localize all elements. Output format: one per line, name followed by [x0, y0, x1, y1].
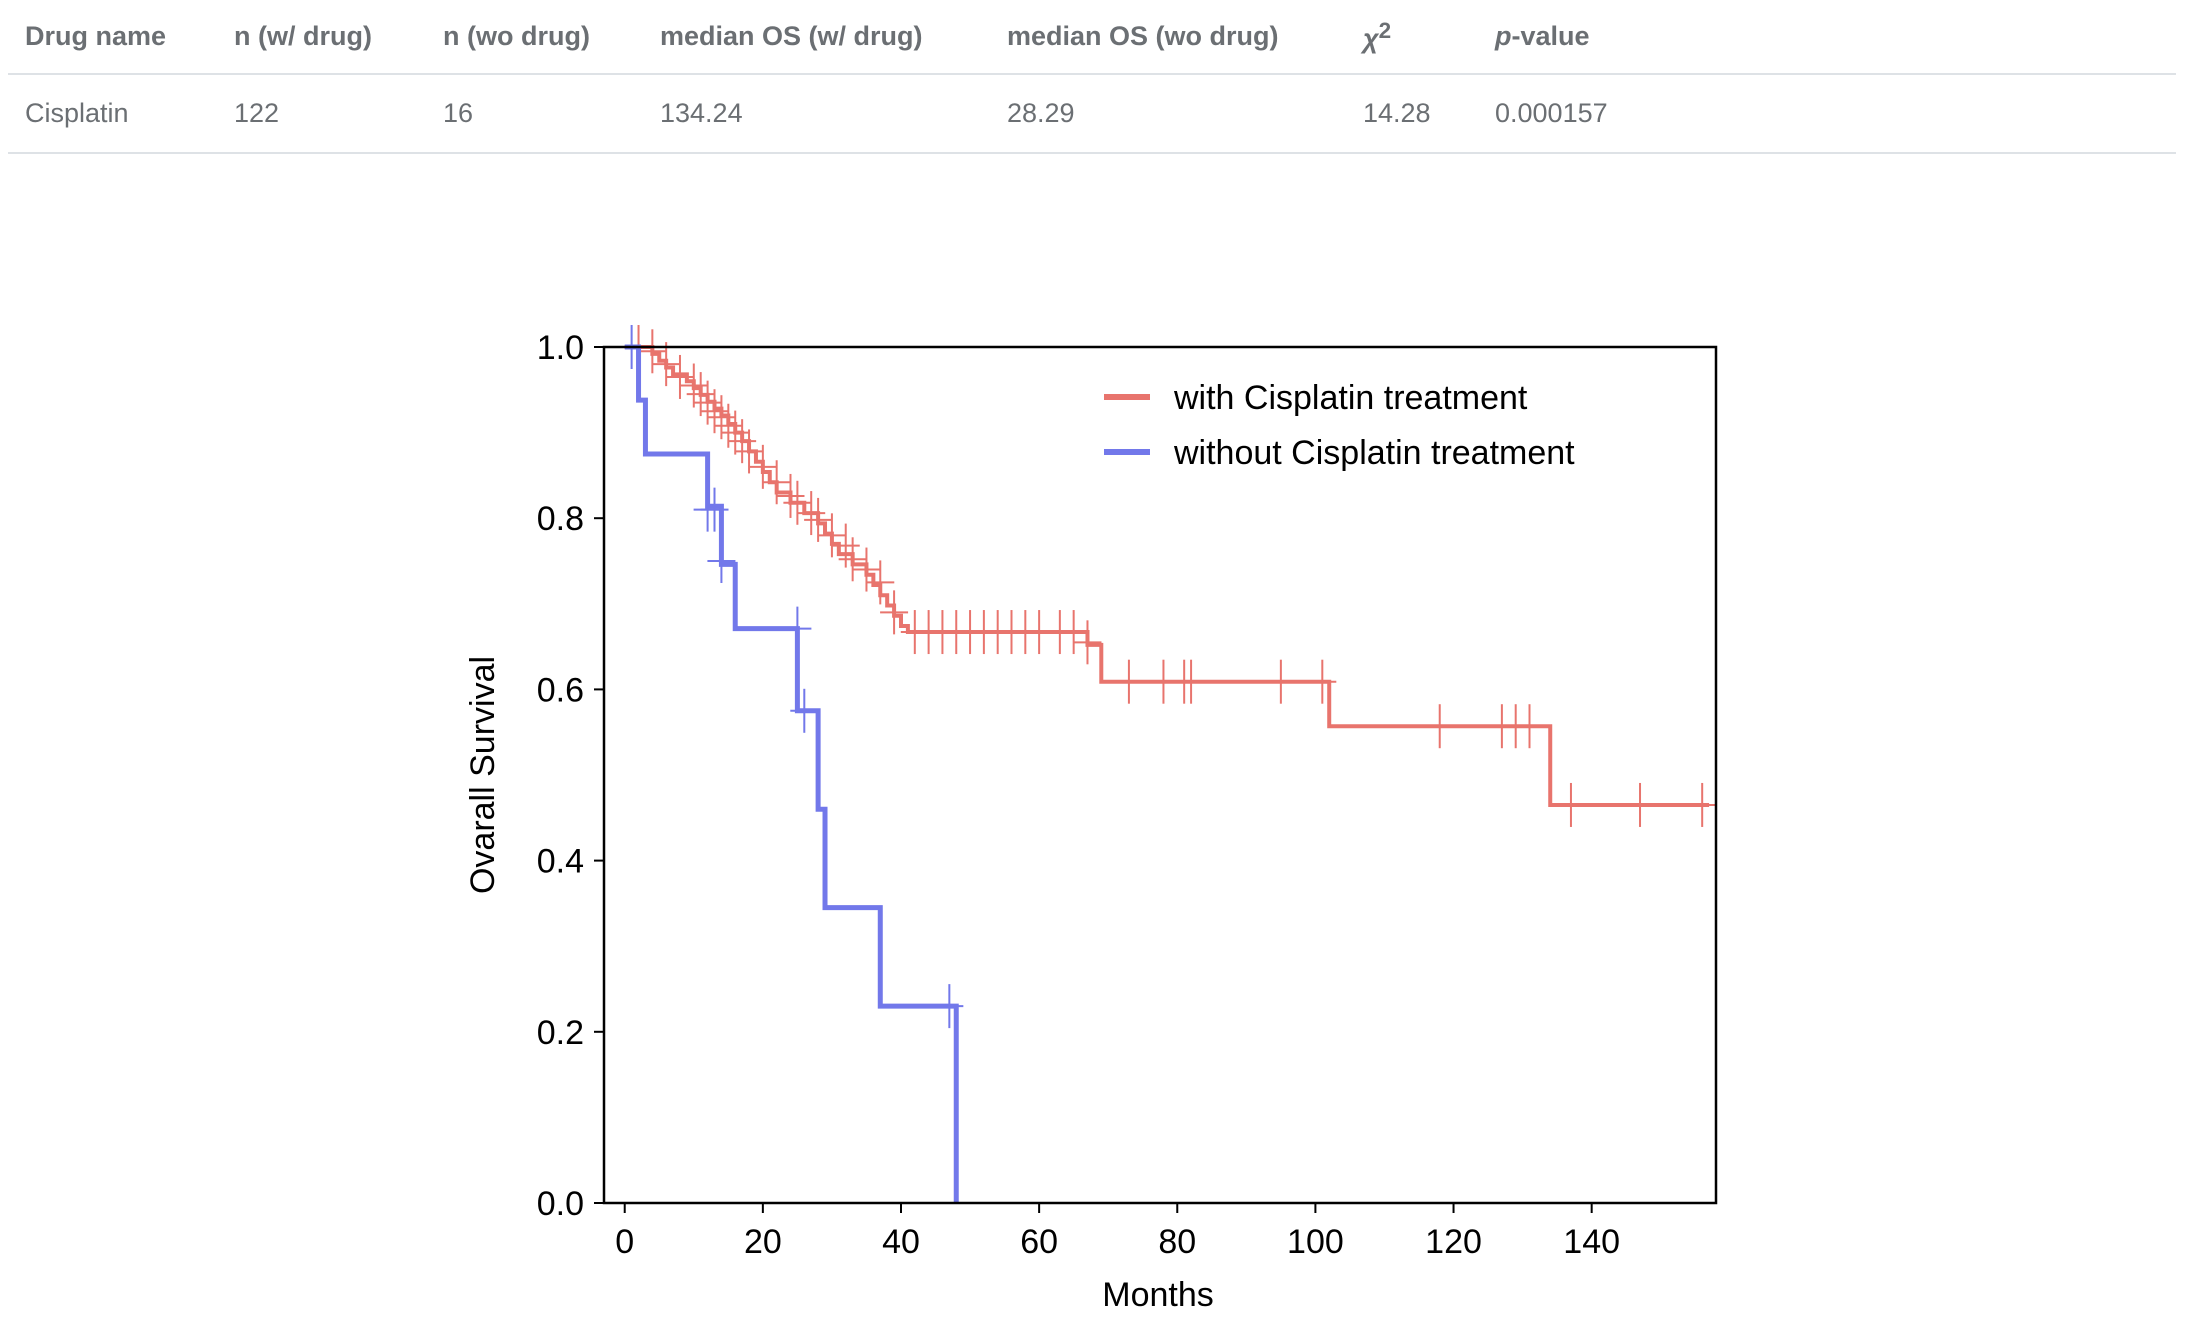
- censor-mark-with-cisplatin: [1266, 659, 1295, 704]
- censor-mark-with-cisplatin: [1308, 659, 1337, 704]
- cell-drug-name: Cisplatin: [8, 74, 217, 154]
- censor-mark-with-cisplatin: [866, 560, 895, 605]
- censor-mark-without-cisplatin: [790, 688, 819, 733]
- censor-mark-with-cisplatin: [1114, 659, 1143, 704]
- stats-table: Drug name n (w/ drug) n (wo drug) median…: [8, 0, 2176, 154]
- y-tick-label: 1.0: [537, 329, 584, 367]
- chi-exponent: 2: [1378, 18, 1392, 43]
- x-tick-label: 140: [1563, 1223, 1620, 1261]
- censor-mark-with-cisplatin: [1059, 610, 1088, 655]
- censor-mark-with-cisplatin: [686, 372, 715, 417]
- censor-mark-without-cisplatin: [700, 487, 729, 532]
- censor-mark-with-cisplatin: [817, 513, 846, 558]
- cell-n-without-drug: 16: [426, 74, 643, 154]
- censor-mark-with-cisplatin: [852, 547, 881, 592]
- censor-mark-with-cisplatin: [797, 491, 826, 536]
- axes: 0 20 40 60 80 100 120 140 0.0 0.2 0.4 0.6 0.8 1.0: [537, 329, 1620, 1261]
- censor-mark-with-cisplatin: [1515, 704, 1544, 749]
- censor-mark-with-cisplatin: [1626, 782, 1655, 827]
- censor-mark-without-cisplatin: [707, 539, 736, 583]
- cell-chi-square: 14.28: [1346, 74, 1478, 154]
- censor-mark-with-cisplatin: [721, 410, 750, 455]
- p-italic: p: [1495, 21, 1512, 51]
- survival-curve-without-cisplatin: [624, 344, 959, 1203]
- censor-mark-without-cisplatin: [935, 984, 964, 1029]
- censor-mark-with-cisplatin: [783, 480, 812, 525]
- censor-mark-with-cisplatin: [1177, 659, 1206, 704]
- censor-mark-with-cisplatin: [831, 523, 860, 568]
- col-header-n-without-drug: n (wo drug): [426, 0, 643, 75]
- x-tick-label: 40: [882, 1223, 920, 1261]
- col-header-p-value: p-value: [1478, 0, 2176, 75]
- plot-area: [617, 325, 1717, 1203]
- x-tick-label: 120: [1425, 1223, 1482, 1261]
- censor-mark-with-cisplatin: [880, 590, 909, 635]
- censor-mark-with-cisplatin: [1688, 782, 1717, 827]
- y-tick-label: 0.0: [537, 1185, 584, 1223]
- cell-median-os-with: 134.24: [643, 74, 990, 154]
- cell-p-value: 0.000157: [1478, 74, 2176, 154]
- censor-mark-with-cisplatin: [776, 473, 805, 518]
- x-tick-label: 100: [1287, 1223, 1344, 1261]
- plot-frame: [602, 345, 1718, 1205]
- censor-mark-with-cisplatin: [665, 354, 694, 399]
- chi-symbol: χ: [1363, 24, 1379, 54]
- p-value-suffix: -value: [1511, 21, 1590, 51]
- censor-mark-without-cisplatin: [783, 606, 812, 651]
- cell-n-with-drug: 122: [217, 74, 426, 154]
- x-tick-label: 80: [1158, 1223, 1196, 1261]
- y-tick-label: 0.6: [537, 671, 584, 709]
- censor-mark-with-cisplatin: [652, 342, 681, 387]
- legend: with Cisplatin treatment without Cisplat…: [1104, 379, 1575, 472]
- col-header-median-os-without: median OS (wo drug): [990, 0, 1346, 75]
- col-header-median-os-with: median OS (w/ drug): [643, 0, 990, 75]
- x-tick-label: 20: [744, 1223, 782, 1261]
- legend-label-with: with Cisplatin treatment: [1173, 379, 1528, 417]
- y-tick-label: 0.8: [537, 500, 584, 538]
- table-header-row: Drug name n (w/ drug) n (wo drug) median…: [8, 0, 2176, 75]
- cell-median-os-without: 28.29: [990, 74, 1346, 154]
- col-header-n-with-drug: n (w/ drug): [217, 0, 426, 75]
- legend-label-without: without Cisplatin treatment: [1173, 434, 1575, 472]
- y-tick-label: 0.2: [537, 1014, 584, 1052]
- col-header-chi-square: χ2: [1346, 0, 1478, 75]
- censor-mark-with-cisplatin: [1425, 704, 1454, 749]
- censor-mark-with-cisplatin: [1556, 782, 1585, 827]
- censor-mark-with-cisplatin: [638, 329, 667, 374]
- x-axis-label: Months: [1102, 1276, 1214, 1314]
- x-tick-label: 0: [615, 1223, 634, 1261]
- col-header-drug-name: Drug name: [8, 0, 217, 75]
- censor-mark-with-cisplatin: [838, 537, 867, 582]
- censor-mark-with-cisplatin: [679, 363, 708, 408]
- censor-mark-with-cisplatin: [728, 419, 757, 464]
- y-axis-label: Ovarall Survival: [464, 656, 502, 894]
- x-tick-label: 60: [1020, 1223, 1058, 1261]
- table-row: Cisplatin 122 16 134.24 28.29 14.28 0.00…: [8, 74, 2176, 154]
- y-tick-label: 0.4: [537, 843, 584, 881]
- censor-mark-with-cisplatin: [1073, 620, 1102, 665]
- survival-curve-with-cisplatin: [624, 345, 1710, 807]
